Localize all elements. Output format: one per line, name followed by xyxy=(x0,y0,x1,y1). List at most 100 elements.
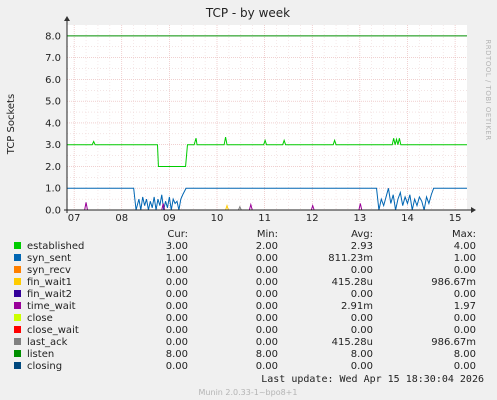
y-tick-label: 8.0 xyxy=(45,31,61,42)
legend-name: close_wait xyxy=(27,325,79,336)
legend-row-time_wait: time_wait 0.00 0.00 2.91m 1.97 xyxy=(14,301,476,312)
legend-value-min: 8.00 xyxy=(256,349,278,360)
legend-value-max: 1.97 xyxy=(454,301,476,312)
legend-value-min: 2.00 xyxy=(256,241,278,252)
plot-area xyxy=(67,25,467,210)
legend-value-avg: 0.00 xyxy=(351,313,373,324)
x-tick-label: 14 xyxy=(401,213,414,224)
legend-name: syn_sent xyxy=(27,253,71,264)
legend-header-avg: Avg: xyxy=(351,229,373,240)
x-tick-label: 08 xyxy=(115,213,128,224)
legend-name: fin_wait1 xyxy=(27,277,72,288)
y-tick-label: 3.0 xyxy=(45,140,61,151)
legend-swatch xyxy=(14,362,21,369)
x-tick-label: 13 xyxy=(353,213,366,224)
legend-swatch xyxy=(14,314,21,321)
legend-headers: Cur: Min: Avg: Max: xyxy=(167,229,476,240)
x-tick-label: 11 xyxy=(258,213,271,224)
x-tick-label: 07 xyxy=(68,213,81,224)
legend-value-max: 0.00 xyxy=(454,361,476,372)
legend-value-cur: 0.00 xyxy=(166,277,188,288)
y-tick-label: 5.0 xyxy=(45,97,61,108)
legend-name: last_ack xyxy=(27,337,68,348)
legend-swatch xyxy=(14,278,21,285)
legend-value-cur: 0.00 xyxy=(166,361,188,372)
legend-swatch xyxy=(14,266,21,273)
legend-value-avg: 0.00 xyxy=(351,289,373,300)
x-tick-label: 10 xyxy=(211,213,224,224)
legend-value-cur: 0.00 xyxy=(166,337,188,348)
legend-value-min: 0.00 xyxy=(256,361,278,372)
legend-value-max: 8.00 xyxy=(454,349,476,360)
axes xyxy=(64,16,476,213)
legend-value-cur: 0.00 xyxy=(166,289,188,300)
legend-row-fin_wait2: fin_wait2 0.00 0.00 0.00 0.00 xyxy=(14,289,476,300)
munin-version: Munin 2.0.33-1~bpo8+1 xyxy=(199,388,298,397)
legend-value-min: 0.00 xyxy=(256,265,278,276)
legend-value-max: 0.00 xyxy=(454,265,476,276)
legend-value-avg: 0.00 xyxy=(351,361,373,372)
legend-row-syn_sent: syn_sent 1.00 0.00 811.23m 1.00 xyxy=(14,253,476,264)
y-tick-label: 7.0 xyxy=(45,53,61,64)
legend-value-avg: 8.00 xyxy=(351,349,373,360)
legend-value-min: 0.00 xyxy=(256,277,278,288)
legend-value-cur: 3.00 xyxy=(166,241,188,252)
legend-value-cur: 8.00 xyxy=(166,349,188,360)
legend-swatch xyxy=(14,350,21,357)
last-update-text: Last update: Wed Apr 15 18:30:04 2026 xyxy=(261,374,484,385)
legend-value-min: 0.00 xyxy=(256,289,278,300)
legend-value-max: 4.00 xyxy=(454,241,476,252)
legend-row-established: established 3.00 2.00 2.93 4.00 xyxy=(14,241,476,252)
legend-value-avg: 2.93 xyxy=(351,241,373,252)
legend-row-listen: listen 8.00 8.00 8.00 8.00 xyxy=(14,349,476,360)
y-axis-arrow xyxy=(64,16,70,21)
legend-name: close xyxy=(27,313,53,324)
chart-title: TCP - by week xyxy=(205,6,290,20)
legend-name: established xyxy=(27,241,84,252)
legend-swatch xyxy=(14,326,21,333)
legend-swatch xyxy=(14,242,21,249)
legend-value-min: 0.00 xyxy=(256,313,278,324)
legend-header-cur: Cur: xyxy=(167,229,188,240)
series-line-syn_sent xyxy=(67,187,467,211)
legend-value-avg: 0.00 xyxy=(351,265,373,276)
legend-swatch xyxy=(14,254,21,261)
legend-row-closing: closing 0.00 0.00 0.00 0.00 xyxy=(14,361,476,372)
legend-value-avg: 2.91m xyxy=(341,301,373,312)
legend-row-fin_wait1: fin_wait1 0.00 0.00 415.28u 986.67m xyxy=(14,277,476,288)
y-tick-label: 0.0 xyxy=(45,206,61,217)
legend-value-max: 1.00 xyxy=(454,253,476,264)
legend-row-close: close 0.00 0.00 0.00 0.00 xyxy=(14,313,476,324)
legend-name: fin_wait2 xyxy=(27,289,72,300)
x-tick-label: 15 xyxy=(449,213,462,224)
legend-value-avg: 811.23m xyxy=(328,253,373,264)
x-tick-label: 12 xyxy=(306,213,319,224)
y-tick-label: 4.0 xyxy=(45,118,61,129)
legend-value-max: 0.00 xyxy=(454,325,476,336)
series-line-established xyxy=(67,136,467,167)
legend-value-cur: 0.00 xyxy=(166,301,188,312)
x-axis-arrow xyxy=(471,207,476,213)
legend-value-avg: 415.28u xyxy=(332,337,373,348)
legend-value-avg: 0.00 xyxy=(351,325,373,336)
legend-header-max: Max: xyxy=(452,229,476,240)
y-tick-label: 1.0 xyxy=(45,184,61,195)
x-tick-labels: 07 08 09 10 11 12 13 14 15 xyxy=(68,213,462,224)
legend-value-max: 0.00 xyxy=(454,289,476,300)
legend-value-cur: 1.00 xyxy=(166,253,188,264)
legend-value-min: 0.00 xyxy=(256,325,278,336)
y-tick-label: 2.0 xyxy=(45,162,61,173)
legend-value-max: 986.67m xyxy=(431,277,476,288)
y-tick-label: 6.0 xyxy=(45,75,61,86)
legend-value-max: 986.67m xyxy=(431,337,476,348)
legend-header-min: Min: xyxy=(257,229,278,240)
legend-value-cur: 0.00 xyxy=(166,313,188,324)
legend-swatch xyxy=(14,302,21,309)
legend-value-avg: 415.28u xyxy=(332,277,373,288)
legend-row-syn_recv: syn_recv 0.00 0.00 0.00 0.00 xyxy=(14,265,476,276)
legend-swatch xyxy=(14,290,21,297)
legend-value-min: 0.00 xyxy=(256,253,278,264)
legend-value-min: 0.00 xyxy=(256,337,278,348)
